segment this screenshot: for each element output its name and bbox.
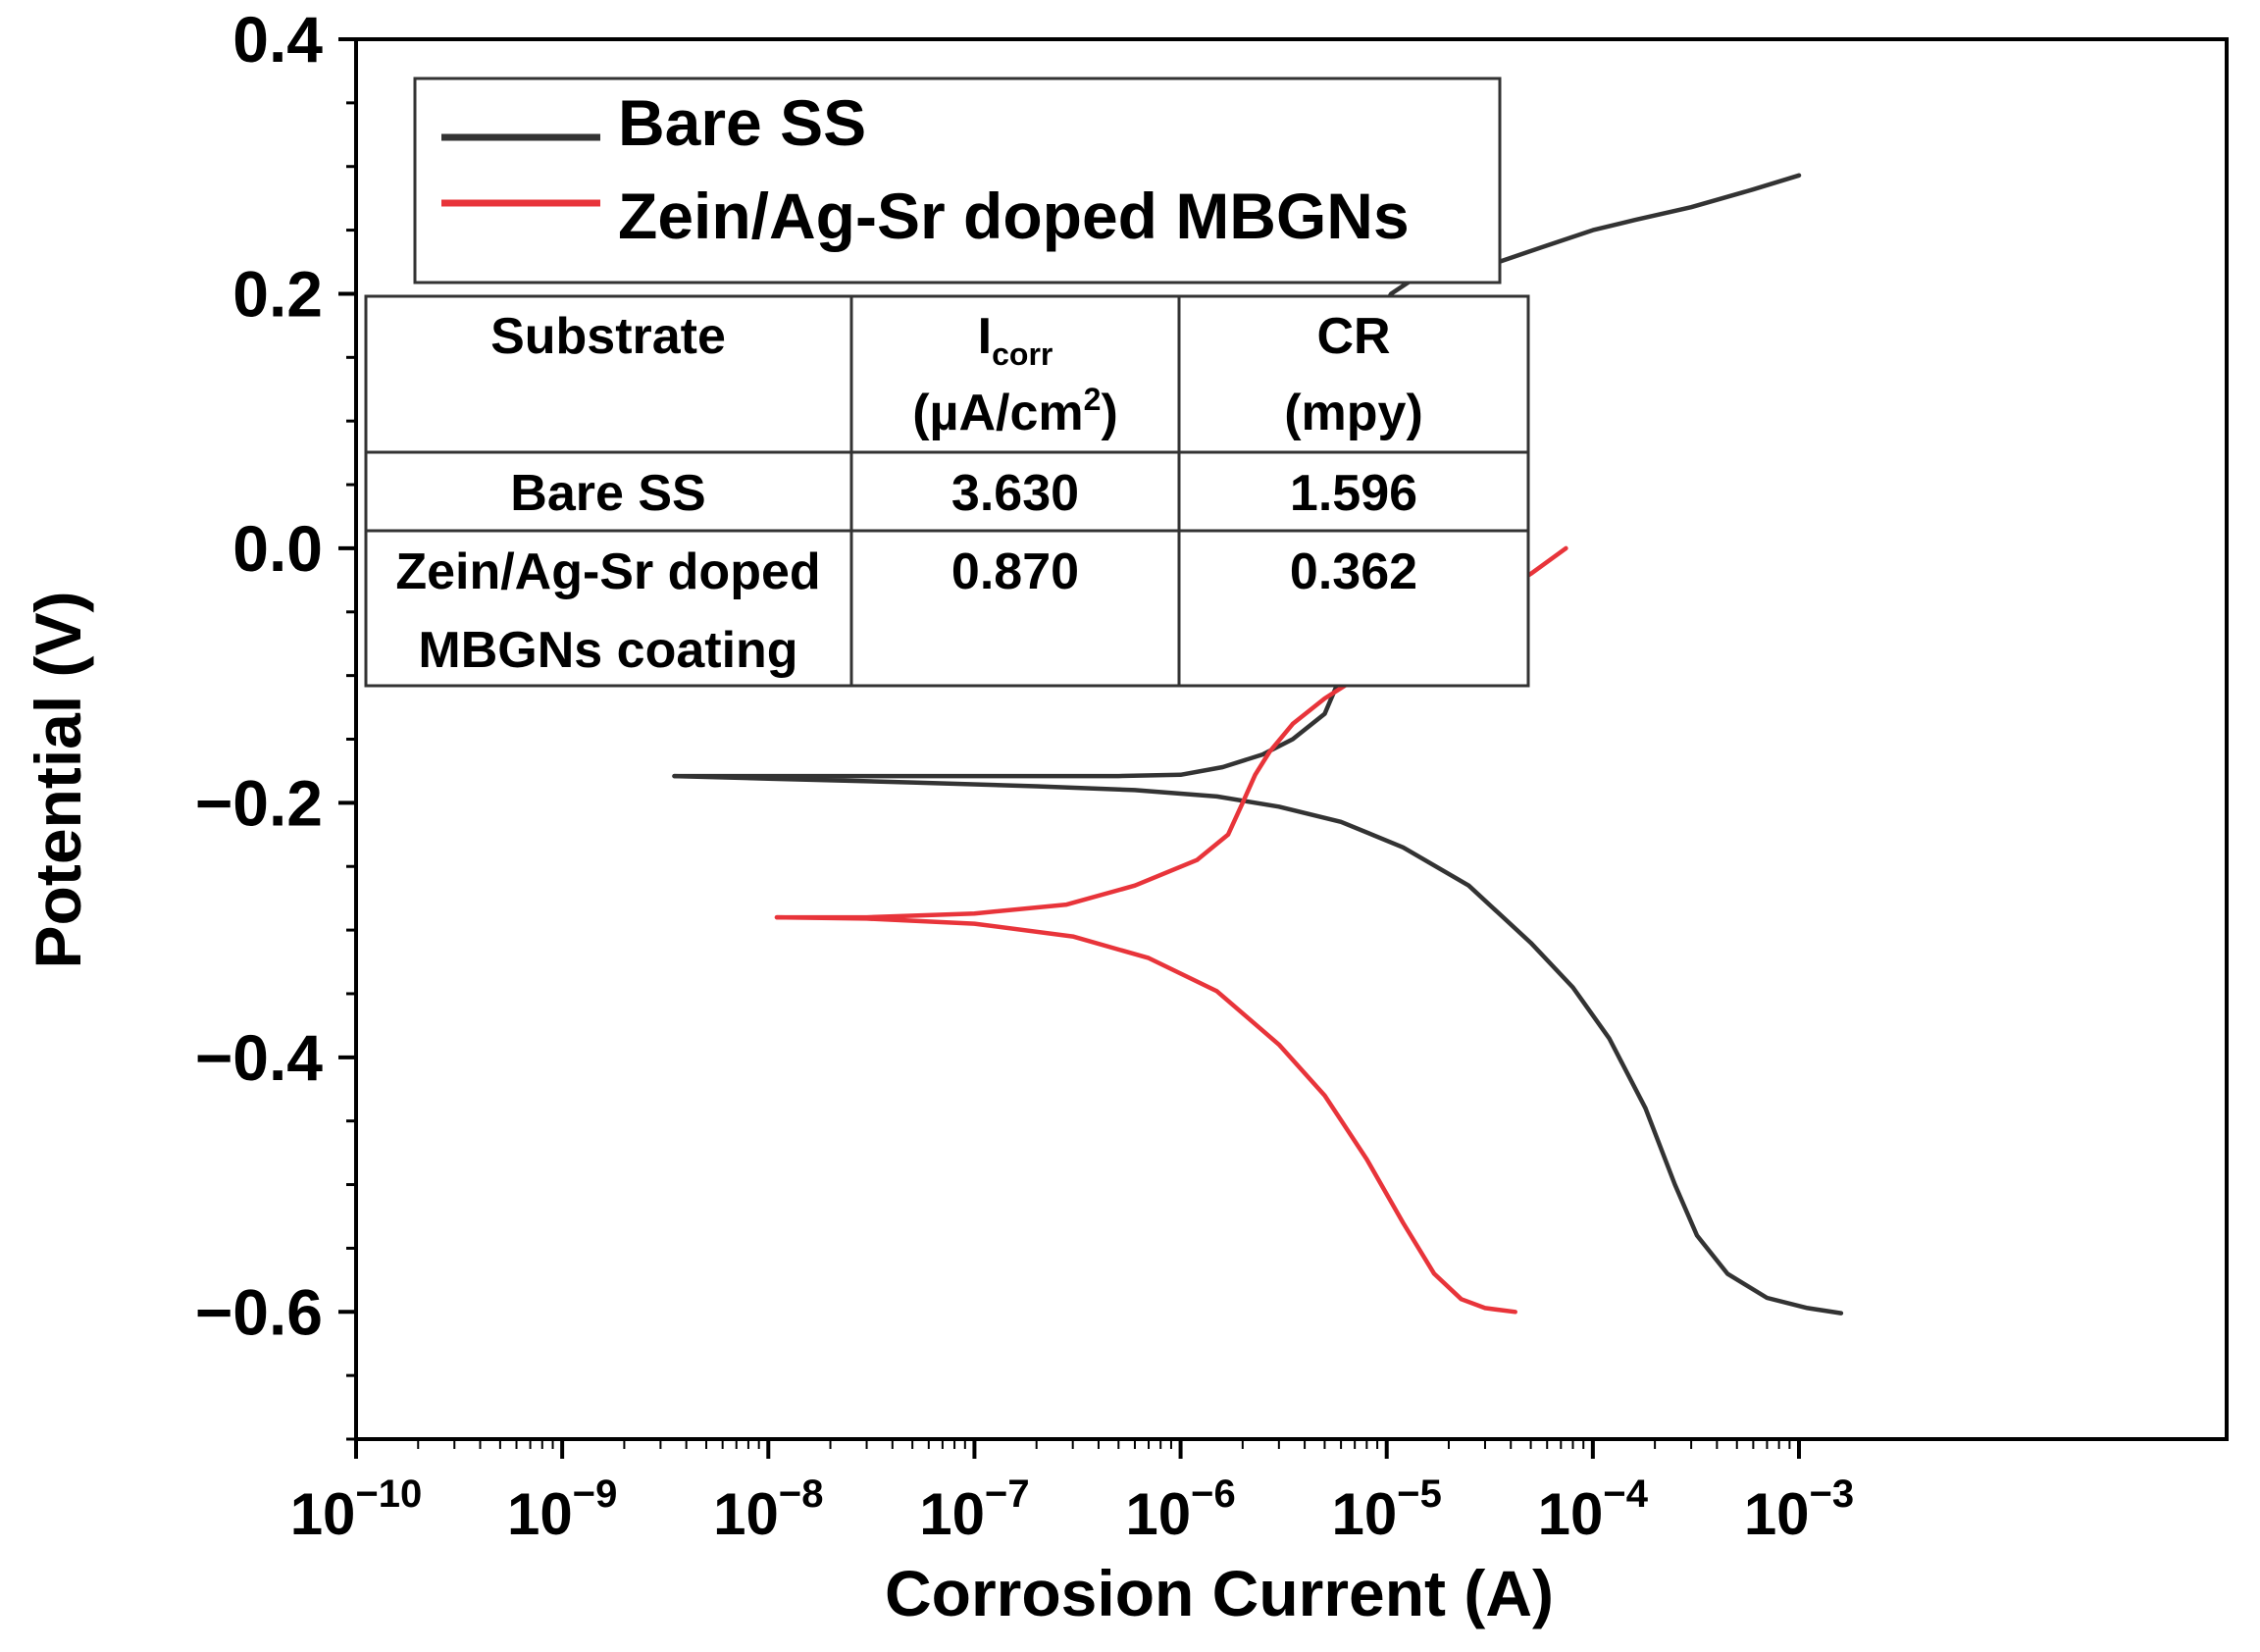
table-header-icorr: Icorr bbox=[978, 308, 1053, 372]
y-tick-label: 0.2 bbox=[232, 257, 323, 330]
table-header-icorr-unit: (µA/cm2) bbox=[912, 382, 1118, 441]
x-tick-label: 10−7 bbox=[919, 1472, 1029, 1547]
y-tick-label: −0.2 bbox=[195, 766, 323, 839]
x-tick-label: 10−3 bbox=[1744, 1472, 1854, 1547]
legend-label-zein: Zein/Ag-Sr doped MBGNs bbox=[618, 180, 1410, 252]
table-cell-icorr: 0.870 bbox=[951, 543, 1079, 600]
table-cell-substrate: Bare SS bbox=[510, 465, 705, 522]
x-tick-label: 10−9 bbox=[507, 1472, 617, 1547]
x-tick-label: 10−4 bbox=[1538, 1472, 1649, 1547]
table-header-cr-unit: (mpy) bbox=[1284, 385, 1423, 441]
corrosion-data-table: Substrate Icorr (µA/cm2) CR (mpy) Bare S… bbox=[364, 294, 1530, 688]
legend: Bare SS Zein/Ag-Sr doped MBGNs bbox=[413, 77, 1502, 284]
legend-box bbox=[413, 77, 1502, 284]
table-header-cr: CR bbox=[1316, 308, 1390, 365]
x-tick-label: 10−10 bbox=[290, 1472, 423, 1547]
y-tick-label: −0.6 bbox=[195, 1275, 323, 1348]
x-tick-label: 10−8 bbox=[713, 1472, 823, 1547]
series-line bbox=[672, 773, 1844, 1316]
y-axis-ticks: 0.4 0.2 0.0 −0.2 −0.4 −0.6 bbox=[195, 3, 356, 1441]
table-header-substrate: Substrate bbox=[490, 308, 726, 365]
table-cell-substrate: Zein/Ag-Sr doped bbox=[395, 543, 820, 600]
x-tick-label: 10−5 bbox=[1332, 1472, 1442, 1547]
table-frame bbox=[364, 294, 1530, 688]
series-line bbox=[774, 914, 1517, 1315]
table-cell-cr: 1.596 bbox=[1290, 465, 1417, 522]
x-axis-ticks: 10−10 10−9 10−8 10−7 10−6 10−5 10−4 10−3 bbox=[290, 1439, 1854, 1547]
y-tick-label: 0.4 bbox=[232, 3, 323, 76]
table-cell-substrate-line2: MBGNs coating bbox=[418, 622, 797, 679]
table-cell-cr: 0.362 bbox=[1290, 543, 1417, 600]
x-axis-title: Corrosion Current (A) bbox=[885, 1557, 1554, 1629]
table-cell-icorr: 3.630 bbox=[951, 465, 1079, 522]
y-tick-label: −0.4 bbox=[195, 1021, 324, 1094]
legend-label-bare-ss: Bare SS bbox=[618, 86, 866, 159]
y-tick-label: 0.0 bbox=[232, 512, 323, 585]
x-tick-label: 10−6 bbox=[1125, 1472, 1235, 1547]
y-axis-title: Potential (V) bbox=[22, 591, 94, 968]
